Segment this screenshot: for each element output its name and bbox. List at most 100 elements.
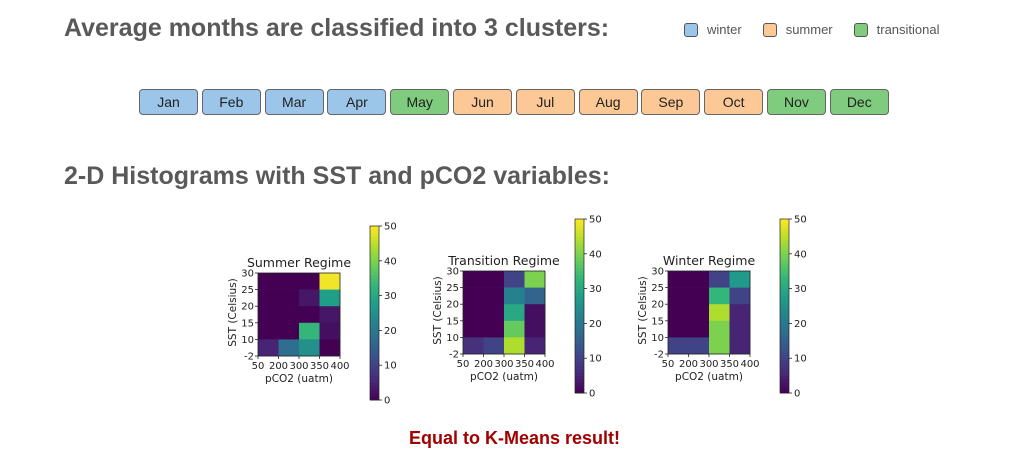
y-tick-label: 30 [241,269,254,280]
colorbar-segment [575,382,584,387]
histogram-title: Winter Regime [663,253,756,268]
colorbar-segment [370,393,379,397]
colorbar-tick-label: 30 [589,284,602,295]
colorbar-segment [780,295,789,300]
x-tick-label: 350 [310,361,329,372]
heatmap-cell [504,320,525,338]
y-tick-label: 10 [241,335,254,346]
colorbar-segment [370,389,379,394]
colorbar-segment [370,288,379,293]
heatmap-cell [668,304,689,322]
colorbar-segment [370,309,379,314]
colorbar-segment [575,302,584,307]
x-tick-label: 400 [535,359,554,370]
colorbar-segment [780,281,789,286]
heatmap-cell [688,320,710,338]
colorbar-segment [370,243,379,248]
histogram-title: Transition Regime [447,253,560,268]
colorbar-segment [370,313,379,317]
heatmap-cell [524,271,546,288]
colorbar-segment [370,333,379,338]
heatmap-cell [709,287,730,305]
colorbar-tick-label: 50 [794,215,807,226]
colorbar-segment [370,253,379,258]
x-axis-label: pCO2 (uatm) [675,371,743,383]
colorbar-segment [780,312,789,317]
colorbar-frame [779,218,790,394]
colorbar-tick-label: 0 [794,389,800,400]
colorbar-segment [780,274,789,279]
x-tick-label: 300 [289,361,308,372]
month-oct: Oct [704,89,764,115]
legend-swatch-winter [684,22,698,37]
colorbar-tick-label: 30 [384,291,397,302]
colorbar-segment [370,278,379,283]
colorbar-segment [575,375,584,380]
y-tick-label: 25 [241,285,254,296]
colorbar-segment [575,319,584,324]
y-tick-label: 20 [651,300,664,311]
x-tick-label: 400 [330,361,349,372]
heatmap-cell [729,337,751,355]
month-jan: Jan [139,89,198,115]
heatmap-cell [524,337,546,355]
y-tick-label: -2 [449,350,459,361]
x-tick-label: 200 [474,359,493,370]
heatmap-cell [524,304,546,322]
colorbar-segment [575,323,584,328]
heatmap-cell [504,337,525,355]
heatmap-cell [319,339,341,357]
colorbar-segment [370,365,379,370]
colorbar-segment [780,365,789,370]
y-tick-label: 20 [241,302,254,313]
colorbar-segment [780,379,789,383]
colorbar-segment [370,292,379,296]
colorbar-segment [575,260,584,265]
x-axis-label: pCO2 (uatm) [470,371,538,383]
colorbar-tick-label: 10 [589,354,602,365]
kmeans-note: Equal to K-Means result! [408,428,621,448]
y-axis-label: SST (Celsius) [227,278,239,347]
legend-label-transitional: transitional [876,22,940,37]
colorbar-segment [780,306,789,310]
colorbar-tick-label: 10 [384,361,397,372]
heatmap-cell [278,322,300,340]
colorbar-segment [780,236,789,241]
colorbar-segment [780,219,789,223]
colorbar-segment [780,299,789,303]
colorbar-segment [370,257,379,262]
colorbar-segment [780,288,789,293]
colorbar-segment [780,358,789,363]
colorbar-segment [575,236,584,241]
y-axis-label: SST (Celsius) [432,276,444,345]
y-tick-label: 30 [446,267,459,278]
heatmap-cell [688,271,710,288]
colorbar-segment [370,302,379,307]
colorbar-segment [575,267,584,272]
colorbar-segment [370,344,379,349]
colorbar-segment [575,274,584,279]
heatmap-cell [483,304,505,322]
colorbar-segment [575,333,584,338]
heatmap-cell [504,304,525,322]
month-dec: Dec [829,89,889,115]
month-jun: Jun [452,89,512,115]
colorbar-segment [370,372,379,377]
y-tick-label: -2 [244,352,254,363]
heatmap-cell [299,306,320,324]
colorbar-segment [780,239,789,244]
colorbar-segment [370,319,379,324]
heatmap-cell [688,304,710,322]
heatmap-cell [483,287,505,305]
heatmap-cell [729,287,751,305]
heatmap-cell [668,271,689,288]
colorbar-segment [780,260,789,265]
heatmap-cell [258,339,279,357]
colorbar-segment [780,344,789,349]
heatmap-cell [729,320,751,338]
heatmap-cell [258,322,279,340]
colorbar-tick-label: 30 [794,284,807,295]
colorbar-segment [780,257,789,262]
colorbar-segment [575,312,584,317]
heatmap-cell [258,306,279,324]
